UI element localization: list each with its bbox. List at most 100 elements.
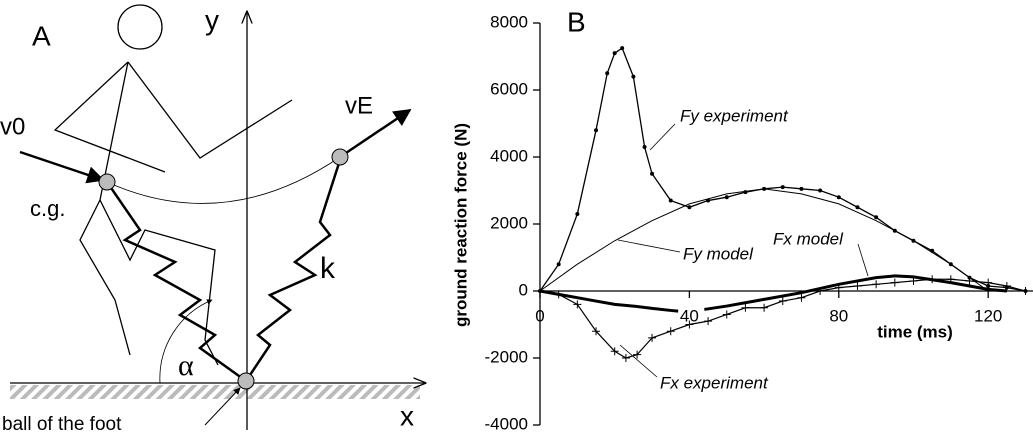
point	[1002, 281, 1011, 290]
series-line	[704, 274, 1007, 311]
cg-label: c.g.	[30, 196, 65, 221]
series-line	[539, 289, 679, 313]
y-tick-label: 8000	[490, 12, 528, 31]
point	[554, 290, 563, 299]
y-tick-label: 6000	[490, 79, 528, 98]
x-tick-label: 40	[680, 306, 699, 325]
point	[592, 327, 601, 336]
point	[836, 195, 841, 200]
point	[853, 281, 862, 290]
point	[573, 300, 582, 309]
x-tick-label: 120	[974, 306, 1002, 325]
y-tick-label: 2000	[490, 213, 528, 232]
point	[633, 350, 642, 359]
leader-line	[857, 243, 869, 277]
arm	[127, 61, 293, 159]
x-tick-label: 0	[535, 306, 544, 325]
point	[909, 276, 918, 285]
series-label: Fy model	[683, 244, 754, 263]
point	[594, 128, 599, 133]
series-line	[539, 47, 1026, 292]
point	[799, 186, 804, 191]
point	[818, 188, 823, 193]
angle-label: α	[178, 349, 194, 382]
foot-label: ball of the foot	[2, 414, 122, 435]
point	[612, 51, 617, 56]
series-line	[539, 278, 1026, 359]
point	[685, 320, 694, 329]
point	[855, 205, 860, 210]
y-tick-label: -2000	[485, 347, 528, 366]
x-tick-label: 80	[829, 306, 848, 325]
point	[620, 46, 625, 51]
leader-line	[649, 123, 676, 151]
point	[872, 280, 881, 289]
x-axis-label: time (ms)	[877, 322, 953, 341]
point	[928, 275, 937, 284]
spring	[105, 181, 247, 383]
axis-label: x	[400, 400, 414, 431]
y-tick-label: 0	[519, 280, 528, 299]
foot-point	[237, 372, 255, 390]
series-line	[539, 188, 989, 292]
point	[797, 293, 806, 302]
point	[984, 278, 993, 287]
point	[780, 185, 785, 190]
point	[687, 205, 692, 210]
velocity-label: vE	[345, 92, 373, 119]
pointer	[204, 387, 241, 426]
point	[575, 211, 580, 216]
cg-point	[98, 173, 116, 191]
leader-line	[619, 344, 658, 378]
point	[722, 310, 731, 319]
point	[668, 198, 673, 203]
velocity-label: v0	[0, 113, 25, 140]
point	[704, 317, 713, 326]
point	[556, 262, 561, 267]
series-label: Fx experiment	[660, 373, 769, 392]
leg	[99, 61, 219, 366]
head	[117, 4, 163, 50]
leader-line	[617, 239, 681, 253]
point	[605, 71, 610, 76]
point	[648, 333, 657, 342]
point	[631, 74, 636, 79]
leg	[79, 199, 131, 356]
point	[650, 171, 655, 176]
cg-path	[106, 156, 341, 204]
arm	[53, 61, 166, 173]
y-axis-label: ground reaction force (N)	[451, 123, 470, 327]
ground	[10, 385, 420, 399]
point	[834, 283, 843, 292]
point	[621, 354, 630, 362]
series-label: Fy experiment	[680, 106, 789, 125]
point	[610, 347, 619, 356]
point	[760, 303, 769, 312]
y-tick-label: -4000	[485, 414, 528, 433]
velocity-arrow	[19, 150, 105, 184]
angle-arc	[159, 299, 213, 384]
point	[536, 287, 544, 295]
cg-point	[331, 148, 349, 166]
point	[816, 287, 825, 295]
point	[642, 144, 647, 149]
spring-label: k	[320, 252, 336, 285]
point	[874, 215, 879, 220]
point	[890, 278, 899, 287]
velocity-arrow	[339, 108, 412, 159]
point	[741, 303, 750, 312]
panel-label: A	[32, 20, 51, 51]
point	[666, 327, 675, 336]
series-label: Fx model	[773, 229, 844, 248]
point	[724, 195, 729, 200]
spring	[244, 159, 342, 382]
panel-label: B	[567, 6, 586, 37]
point	[965, 276, 974, 285]
point	[946, 275, 955, 284]
y-tick-label: 4000	[490, 146, 528, 165]
diagram	[10, 4, 425, 430]
chart: -4000 -2000 0 2000 4000 6000 8000 0 40 80 120 time …	[451, 6, 1033, 433]
point	[1021, 287, 1030, 295]
point	[778, 297, 787, 306]
